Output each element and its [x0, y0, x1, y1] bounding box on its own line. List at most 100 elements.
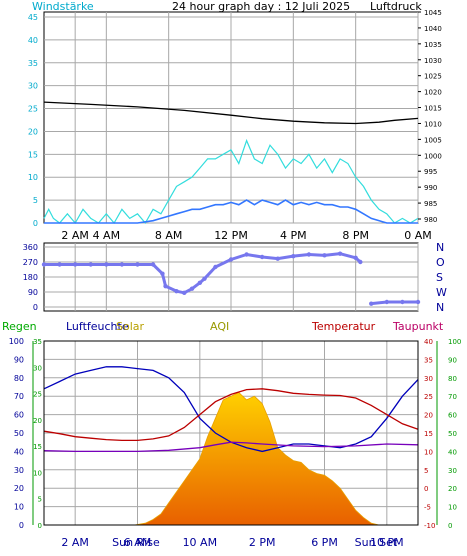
climate-x-tick-label: 6 AM	[124, 536, 152, 549]
humidity-tick-label: 0	[19, 521, 24, 530]
humidity-tick-label: 10	[14, 503, 24, 512]
pressure-tick-label: 1035	[424, 41, 442, 49]
rain-tick-label: 5	[38, 496, 42, 504]
direction-segment	[230, 253, 248, 261]
climate-x-tick-label: 2 AM	[61, 536, 89, 549]
climate-x-tick-label: 2 PM	[249, 536, 276, 549]
temperature-tick-label: -5	[424, 504, 431, 512]
temperature-tick-label: 0	[424, 485, 428, 493]
wind-y-tick-label: 40	[28, 36, 38, 45]
direction-segment	[198, 277, 206, 284]
pressure-tick-label: 1045	[424, 9, 442, 17]
wind-pressure-panel: 2 AM 4 AM 8 AM 12 PM 4 PM 8 PM 0 AM05101520253…	[28, 0, 442, 242]
wind-x-tick-label: 4 AM	[93, 229, 121, 242]
rain-tick-label: 0	[38, 522, 42, 530]
humidity-tick-label: 30	[14, 466, 24, 475]
temperature-tick-label: 10	[424, 448, 433, 456]
wind-x-tick-label: 8 AM	[155, 229, 183, 242]
wind-gust-line	[43, 138, 419, 225]
temperature-tick-label: 25	[424, 393, 433, 401]
rain-tick-label: 20	[33, 417, 42, 425]
uv-tick-label: 10	[448, 504, 457, 512]
climate-panel: 2 AM 6 AM 10 AM 2 PM 6 PM 10 PM01020304050607…	[9, 337, 462, 549]
climate-x-tick-label: 10 AM	[183, 536, 218, 549]
direction-segment	[152, 263, 164, 275]
solar-radiation-area	[134, 392, 380, 526]
rain-tick-label: 10	[33, 469, 42, 477]
direction-segment	[324, 252, 341, 257]
pressure-tick-label: 1040	[424, 25, 442, 33]
wind-x-tick-label: 4 PM	[280, 229, 307, 242]
wind-panel-ticks: 2 AM 4 AM 8 AM 12 PM 4 PM 8 PM 0 AM05101520253…	[28, 9, 442, 242]
legend-temperatur: Temperatur	[311, 320, 376, 333]
humidity-tick-label: 100	[9, 337, 24, 346]
direction-segment	[203, 265, 217, 280]
climate-panel-series	[43, 366, 419, 453]
pressure-tick-label: 1020	[424, 89, 442, 97]
temperature-tick-label: -10	[424, 522, 435, 530]
humidity-tick-label: 40	[14, 447, 24, 456]
direction-segment	[164, 284, 178, 293]
wind-direction-panel: 0 N 90 W 180 S 270 O 360 N	[23, 241, 447, 314]
legend-aqi: AQI	[210, 320, 229, 333]
direction-panel-series	[41, 251, 421, 306]
direction-segment	[354, 256, 362, 264]
climate-panel-ticks: 2 AM 6 AM 10 AM 2 PM 6 PM 10 PM01020304050607…	[9, 337, 462, 549]
climate-x-tick-label: 6 PM	[311, 536, 338, 549]
direction-segment	[191, 281, 201, 290]
pressure-line	[43, 101, 419, 125]
compass-label: S	[436, 271, 443, 284]
pressure-axis-label: Luftdruck	[370, 0, 422, 13]
direction-panel-grid	[44, 243, 419, 311]
direction-segment	[371, 300, 387, 306]
direction-segment	[183, 287, 193, 295]
wind-x-tick-label: 0 AM	[404, 229, 432, 242]
compass-label: N	[436, 301, 444, 314]
direction-tick-label: 270	[23, 258, 38, 267]
uv-tick-label: 100	[448, 338, 461, 346]
humidity-tick-label: 90	[14, 355, 24, 364]
wind-y-tick-label: 25	[28, 105, 38, 114]
climate-panel-frame	[43, 340, 419, 526]
wind-x-tick-label: 12 PM	[214, 229, 248, 242]
uv-tick-label: 90	[448, 356, 457, 364]
uv-tick-label: 70	[448, 393, 457, 401]
wind-panel-grid	[44, 12, 419, 224]
direction-tick-label: 360	[23, 243, 38, 252]
wind-y-tick-label: 0	[33, 219, 38, 228]
temperature-line	[43, 388, 419, 442]
wind-y-tick-label: 45	[28, 13, 38, 22]
direction-segment	[262, 255, 278, 261]
compass-label: N	[436, 241, 444, 254]
direction-panel-ticks: 0 N 90 W 180 S 270 O 360 N	[23, 241, 447, 314]
humidity-tick-label: 60	[14, 411, 24, 420]
uv-tick-label: 30	[448, 467, 457, 475]
pressure-tick-label: 980	[424, 216, 437, 224]
direction-segment	[214, 258, 232, 269]
direction-tick-label: 90	[28, 288, 38, 297]
wind-axis-label: Windstärke	[32, 0, 94, 13]
wind-x-tick-label: 8 PM	[342, 229, 369, 242]
direction-segment	[308, 253, 325, 257]
legend-taupunkt: Taupunkt	[392, 320, 444, 333]
climate-x-tick-label: 10 PM	[370, 536, 404, 549]
wind-average-line	[44, 199, 418, 224]
direction-segment	[246, 253, 263, 259]
rain-tick-label: 25	[33, 391, 42, 399]
pressure-tick-label: 1030	[424, 57, 442, 65]
wind-panel-series	[43, 101, 419, 225]
uv-tick-label: 20	[448, 485, 457, 493]
direction-segment	[293, 253, 310, 258]
pressure-tick-label: 1005	[424, 136, 442, 144]
compass-label: O	[436, 256, 445, 269]
direction-segment	[277, 254, 294, 261]
solar-area	[134, 392, 380, 526]
uv-tick-label: 50	[448, 430, 457, 438]
humidity-tick-label: 70	[14, 392, 24, 401]
uv-tick-label: 80	[448, 375, 457, 383]
pressure-tick-label: 1015	[424, 105, 442, 113]
wind-y-tick-label: 30	[28, 82, 38, 91]
humidity-tick-label: 50	[14, 429, 24, 438]
temperature-tick-label: 35	[424, 356, 433, 364]
